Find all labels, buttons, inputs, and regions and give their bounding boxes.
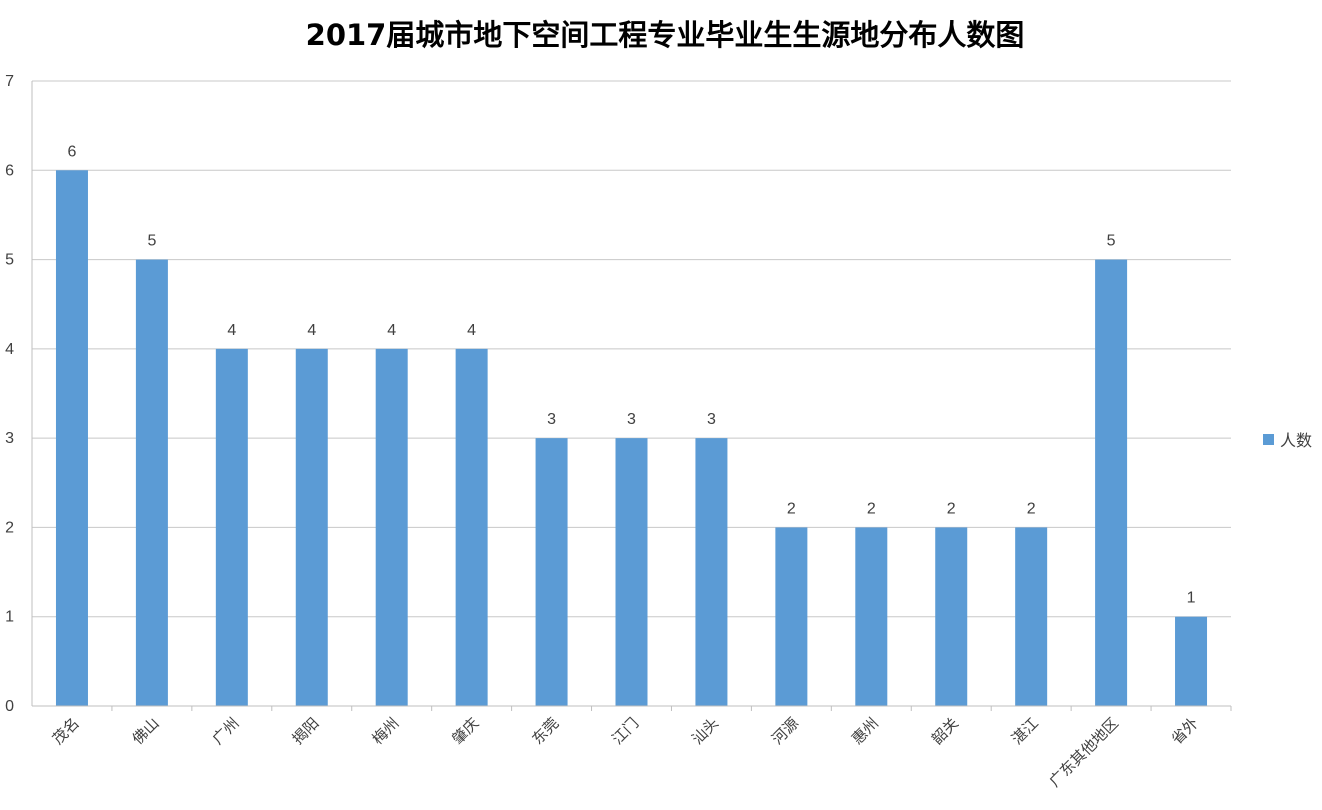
data-label: 5	[147, 233, 156, 250]
data-label: 2	[787, 500, 796, 517]
x-category-label: 揭阳	[289, 714, 323, 748]
y-tick-label: 4	[5, 341, 14, 358]
data-label: 5	[1107, 233, 1116, 250]
legend-swatch	[1263, 434, 1274, 445]
bars: 6 5 4 4 4 4 3 3 3 2 2 2 2 5 1	[55, 143, 1208, 707]
bar	[1095, 259, 1128, 706]
bar	[455, 348, 488, 706]
bar	[375, 348, 408, 706]
data-label: 2	[947, 500, 956, 517]
data-label: 4	[307, 322, 316, 339]
bar	[695, 438, 728, 706]
x-category-label: 江门	[608, 714, 642, 748]
bar	[135, 259, 168, 706]
x-category-label: 肇庆	[449, 714, 483, 748]
x-category-label: 韶关	[928, 714, 962, 748]
data-label: 3	[707, 411, 716, 428]
x-category-label: 省外	[1168, 714, 1202, 748]
data-label: 3	[627, 411, 636, 428]
y-tick-label: 7	[5, 73, 14, 90]
x-category-label: 惠州	[848, 714, 882, 748]
x-axis: 茂名 佛山 广州 揭阳 梅州 肇庆 东莞 江门 汕头 河源 惠州 韶关 湛江 广东其他地区 省外	[32, 705, 1232, 790]
legend: 人数	[1263, 431, 1312, 450]
x-category-label: 汕头	[688, 714, 722, 748]
bar	[535, 438, 568, 706]
data-label: 2	[1027, 500, 1036, 517]
x-category-label: 东莞	[528, 714, 562, 748]
y-tick-label: 1	[5, 609, 14, 626]
y-tick-label: 0	[5, 698, 14, 715]
bar	[935, 527, 968, 706]
y-tick-label: 6	[5, 162, 14, 179]
bar	[775, 527, 808, 706]
x-category-label: 梅州	[369, 714, 403, 748]
bar	[1175, 616, 1208, 706]
y-tick-label: 5	[5, 252, 14, 269]
y-tick-label: 2	[5, 519, 14, 536]
x-category-label: 茂名	[49, 714, 83, 748]
data-label: 4	[467, 322, 476, 339]
bar	[215, 348, 248, 706]
x-category-label: 湛江	[1008, 714, 1042, 748]
x-category-label: 广州	[209, 714, 243, 748]
bar	[615, 438, 648, 706]
y-tick-label: 3	[5, 430, 14, 447]
bar	[855, 527, 888, 706]
bar	[55, 170, 88, 707]
data-label: 3	[547, 411, 556, 428]
data-label: 2	[867, 500, 876, 517]
bar	[295, 348, 328, 706]
x-category-label: 佛山	[129, 714, 163, 748]
data-label: 6	[68, 143, 77, 160]
bar	[1015, 527, 1048, 706]
x-category-label: 广东其他地区	[1046, 714, 1122, 790]
data-label: 1	[1187, 590, 1196, 607]
legend-label: 人数	[1280, 431, 1312, 450]
y-axis: 0 1 2 3 4 5 6 7	[5, 73, 33, 715]
data-label: 4	[227, 322, 236, 339]
x-category-label: 河源	[768, 714, 802, 748]
chart-title: 2017届城市地下空间工程专业毕业生生源地分布人数图	[306, 18, 1025, 52]
data-label: 4	[387, 322, 396, 339]
